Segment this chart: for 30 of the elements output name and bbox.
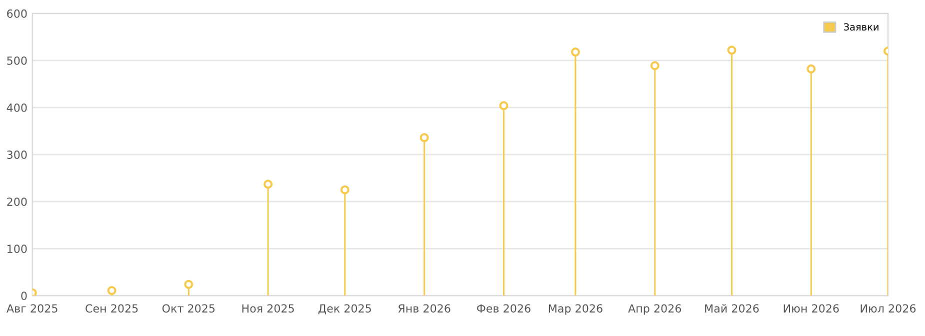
x-tick-label: Дек 2025 [318,304,371,314]
y-tick-label: 600 [7,9,27,18]
x-tick-label: Апр 2026 [628,304,682,315]
point [806,64,816,74]
y-tick-label: 500 [7,56,27,65]
point [650,61,660,70]
y-tick-label: 300 [7,150,27,159]
x-tick-label: Окт 2025 [162,304,215,313]
x-tick-label: Авг 2025 [6,304,58,313]
x-tick-label: Ноя 2025 [242,304,294,313]
x-tick-label: Мар 2026 [548,304,602,315]
x-tick-label: Май 2026 [705,304,759,313]
y-tick-label: 200 [7,198,27,206]
point [420,133,429,142]
x-tick-label: Июн 2026 [784,304,839,313]
y-tick-label: 0 [21,292,27,300]
legend-label: Заявки [844,23,878,31]
x-tick-label: Июл 2026 [860,304,916,313]
x-tick-label: Сен 2025 [86,304,138,313]
x-tick-label: Янв 2026 [398,304,450,313]
y-tick-label: 400 [6,103,27,112]
y-tick-label: 100 [8,244,27,254]
point [340,185,350,194]
point [264,180,273,189]
point [570,47,580,57]
x-tick-label: Фев 2026 [477,304,530,313]
point [727,46,736,55]
point [184,280,194,289]
point [107,286,116,296]
point [499,101,508,110]
